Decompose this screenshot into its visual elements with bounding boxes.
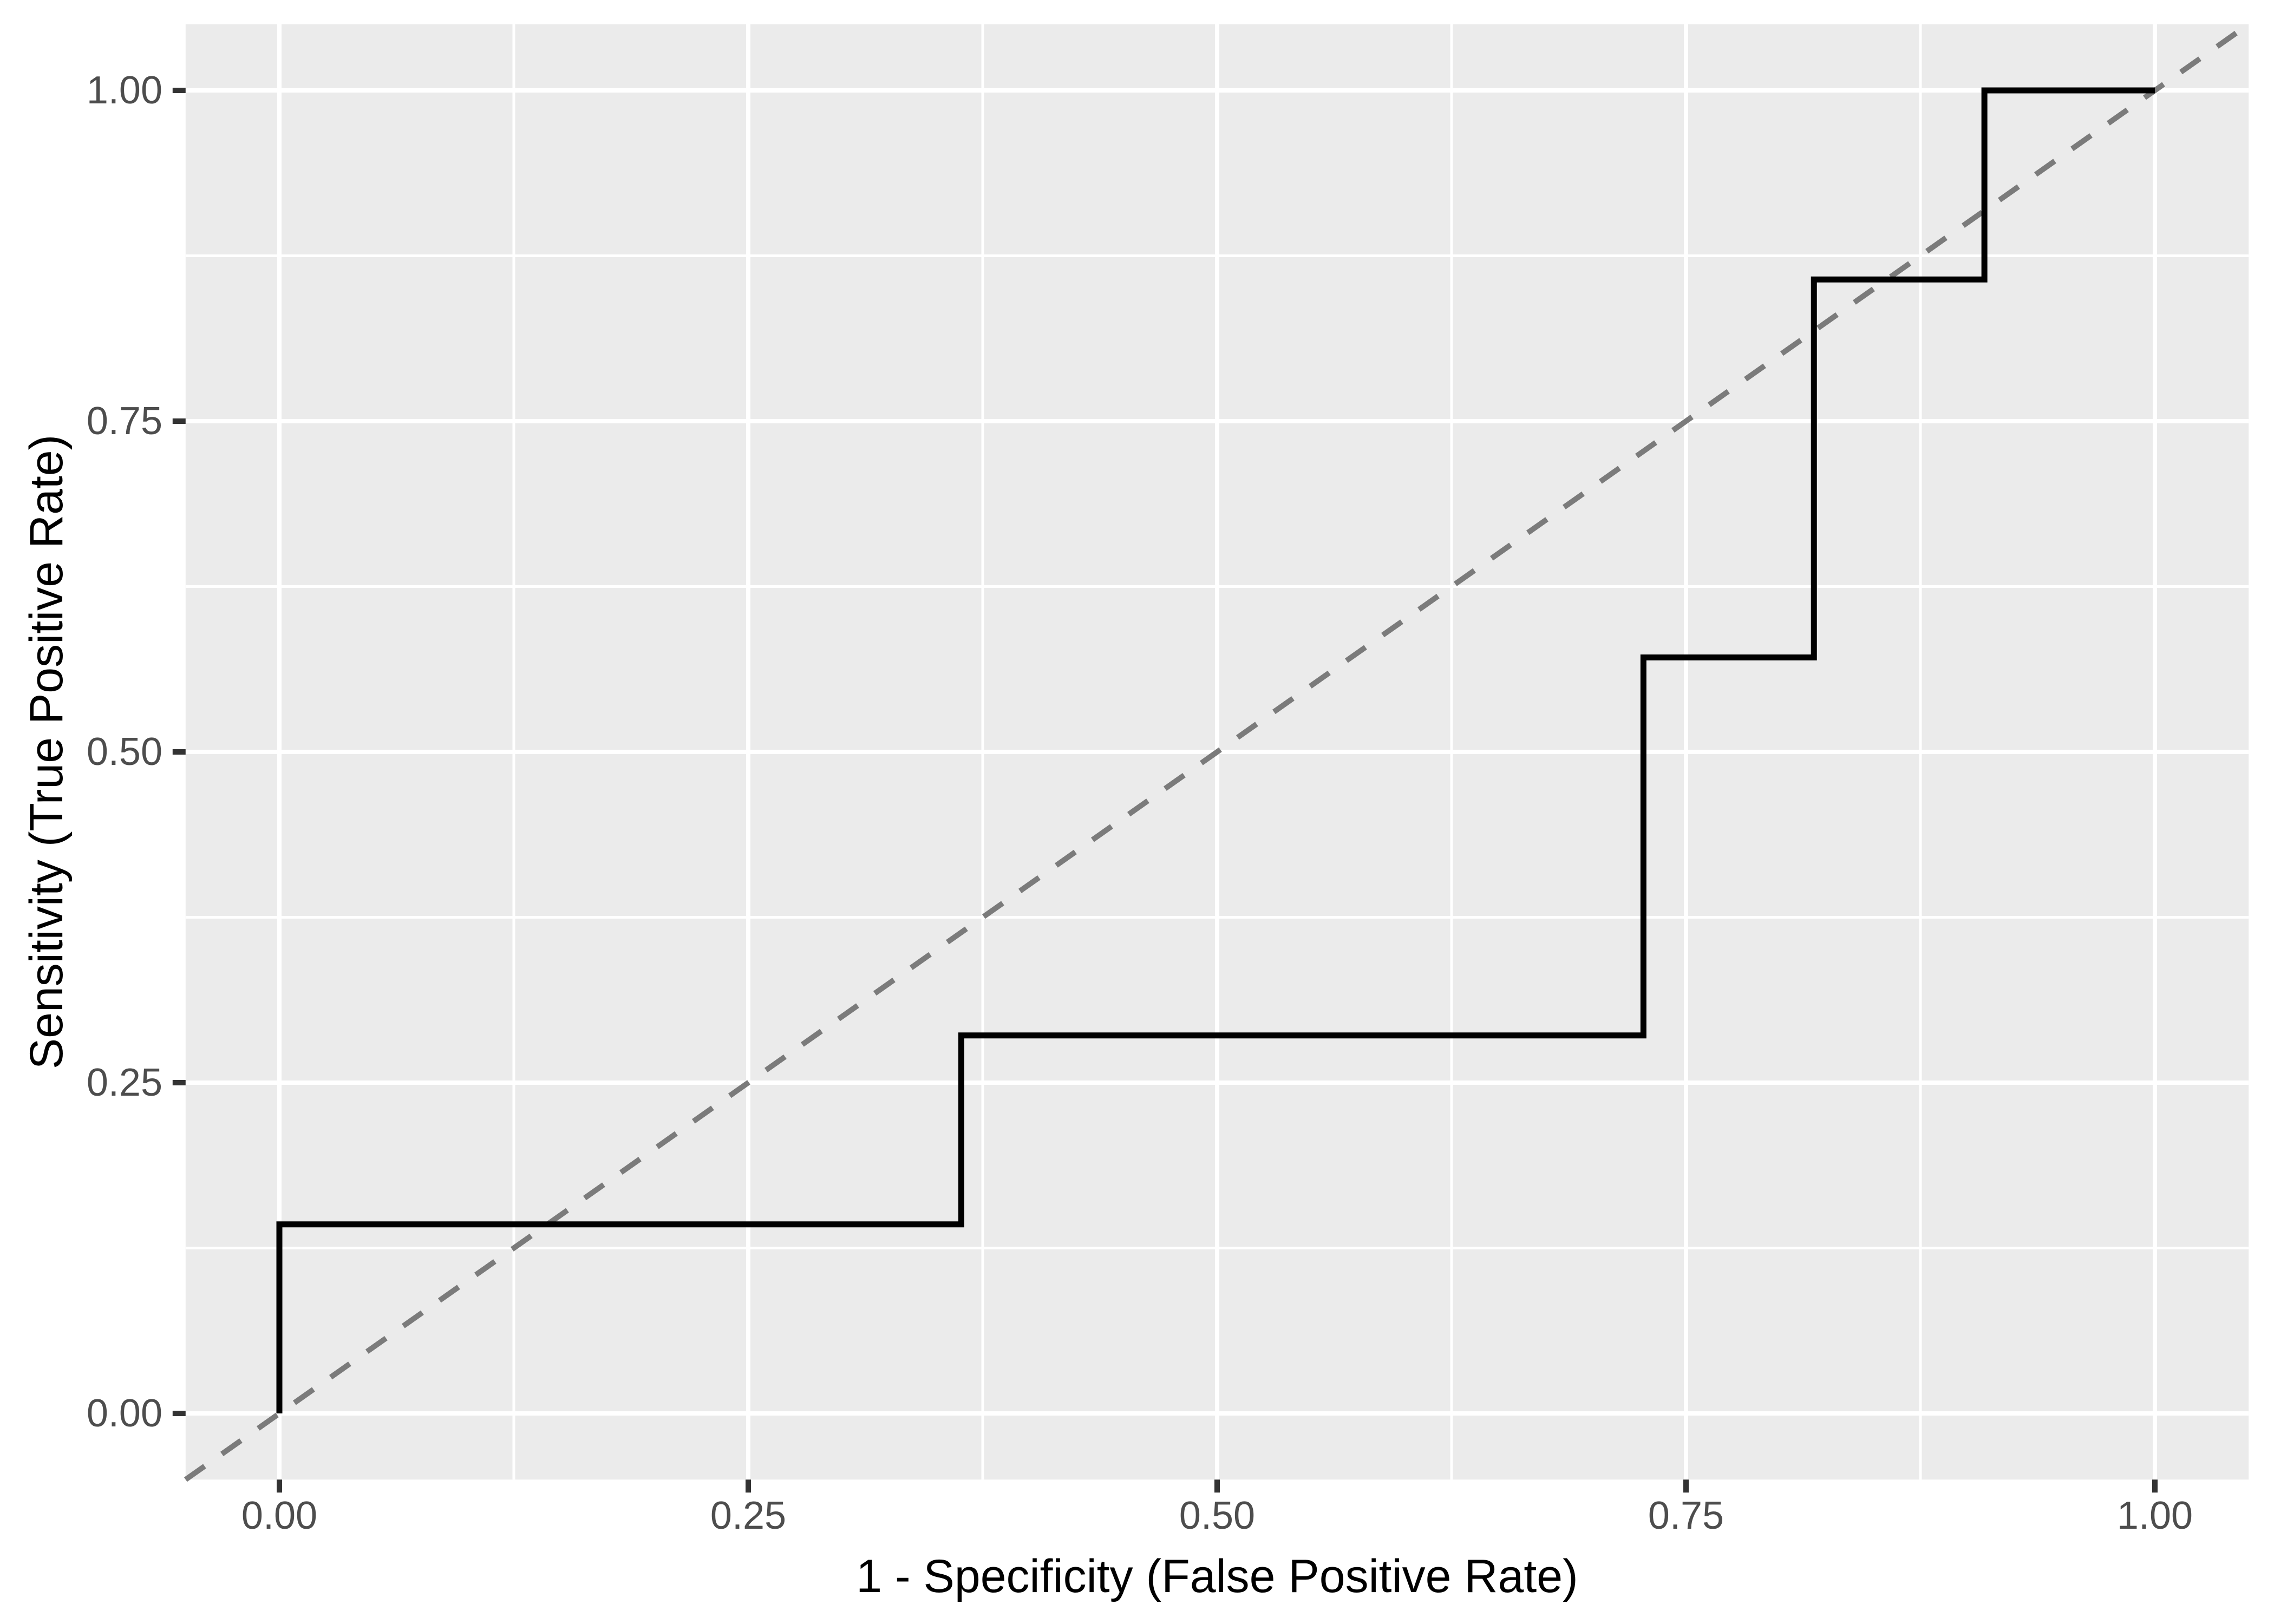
y-tick-label: 1.00 xyxy=(87,69,162,112)
chance-diagonal-line xyxy=(184,22,2251,1482)
y-tick-label: 0.25 xyxy=(87,1061,162,1104)
roc-curve-line xyxy=(276,87,2155,1413)
x-tick-label: 1.00 xyxy=(2117,1494,2193,1537)
y-tick-label: 0.00 xyxy=(87,1392,162,1435)
axis-tick-marks xyxy=(172,88,2158,1493)
series-layer xyxy=(184,22,2251,1482)
y-axis-title: Sensitivity (True Positive Rate) xyxy=(21,435,73,1070)
x-tick-label: 0.75 xyxy=(1648,1494,1724,1537)
x-tick-label: 0.50 xyxy=(1179,1494,1255,1537)
y-tick-label: 0.75 xyxy=(87,400,162,443)
x-tick-label: 0.00 xyxy=(241,1494,317,1537)
x-tick-label: 0.25 xyxy=(710,1494,786,1537)
axis-tick-labels: 0.00 0.25 0.50 0.75 1.00 0.00 0.25 0.50 0.75 1.00 xyxy=(87,69,2193,1537)
y-tick-label: 0.50 xyxy=(87,730,162,774)
x-axis-title: 1 - Specificity (False Positive Rate) xyxy=(856,1550,1578,1602)
